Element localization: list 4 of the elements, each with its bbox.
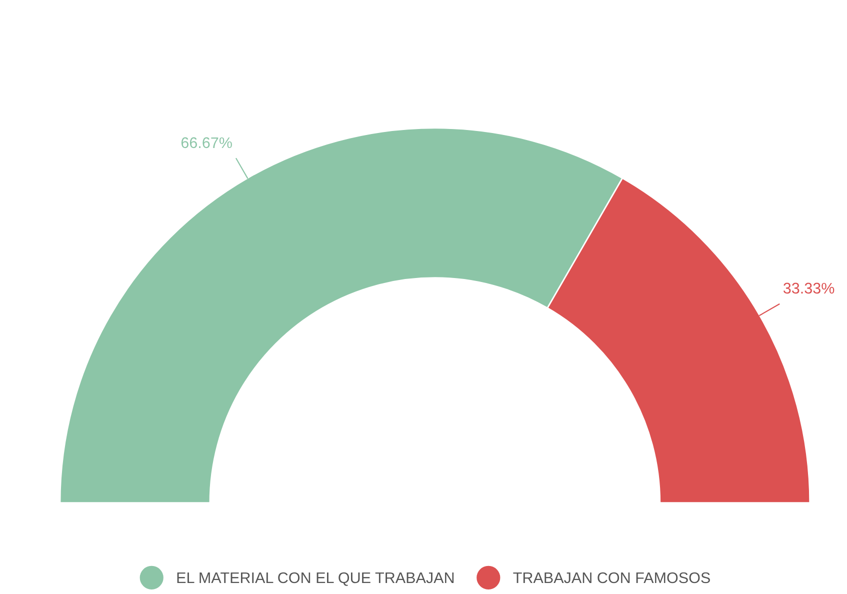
legend-label: TRABAJAN CON FAMOSOS — [513, 572, 710, 584]
data-label: 33.33% — [783, 282, 834, 294]
data-label: 66.67% — [181, 137, 232, 148]
legend-label: EL MATERIAL CON EL QUE TRABAJAN — [177, 572, 454, 586]
